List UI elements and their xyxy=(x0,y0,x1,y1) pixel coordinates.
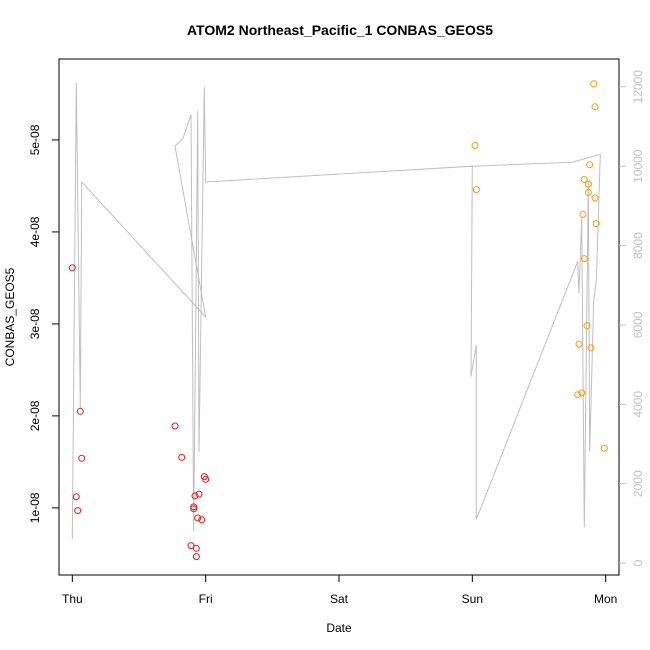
point-s0-9 xyxy=(190,505,198,513)
x-axis-label: Date xyxy=(326,621,352,635)
point-s1-11 xyxy=(586,161,594,169)
point-s1-8 xyxy=(583,322,591,330)
point-s1-3 xyxy=(575,340,583,348)
point-s0-6 xyxy=(178,453,186,461)
secondary-trace xyxy=(71,82,601,540)
point-s0-8 xyxy=(190,503,198,511)
point-s0-13 xyxy=(194,514,202,522)
point-s1-7 xyxy=(580,255,588,263)
point-s0-0 xyxy=(68,264,76,272)
point-s0-10 xyxy=(191,492,199,500)
y-tick-label-0: 1e-08 xyxy=(28,492,42,523)
y-tick-label-1: 2e-08 xyxy=(28,400,42,431)
point-s1-5 xyxy=(579,210,587,218)
point-s0-7 xyxy=(187,542,195,550)
x-tick-label-1: Fri xyxy=(199,592,213,606)
point-s0-5 xyxy=(171,422,179,430)
x-tick-label-2: Sat xyxy=(330,592,349,606)
y2-tick-label-3: 6000 xyxy=(631,311,645,338)
y-axis-left: 1e-08 2e-08 3e-08 4e-08 5e-08 xyxy=(28,124,59,523)
point-s0-17 xyxy=(202,475,210,483)
y2-tick-label-2: 4000 xyxy=(631,391,645,418)
plot-frame xyxy=(58,58,620,576)
point-s1-2 xyxy=(574,391,582,399)
y2-tick-label-5: 10000 xyxy=(631,149,645,183)
point-s0-2 xyxy=(74,507,82,515)
x-axis: Thu Fri Sat Sun Mon xyxy=(62,575,617,606)
data-points xyxy=(68,80,608,561)
point-s1-14 xyxy=(591,103,599,111)
y2-tick-label-1: 2000 xyxy=(631,470,645,497)
x-tick-label-0: Thu xyxy=(62,592,83,606)
point-s1-13 xyxy=(590,80,598,88)
point-s1-15 xyxy=(591,194,599,202)
chart-title: ATOM2 Northeast_Pacific_1 CONBAS_GEOS5 xyxy=(187,22,493,38)
point-s0-14 xyxy=(195,490,203,498)
y2-tick-label-4: 8000 xyxy=(631,232,645,259)
y-tick-label-2: 3e-08 xyxy=(28,308,42,339)
point-s0-12 xyxy=(192,544,200,552)
point-s0-1 xyxy=(72,493,80,501)
point-s1-4 xyxy=(578,389,586,397)
point-s0-15 xyxy=(198,516,206,524)
x-tick-label-3: Sun xyxy=(462,592,483,606)
point-s0-3 xyxy=(76,407,84,415)
point-s1-9 xyxy=(584,188,592,196)
y-tick-label-3: 4e-08 xyxy=(28,216,42,247)
secondary-trace-line xyxy=(71,82,601,540)
x-tick-label-4: Mon xyxy=(594,592,617,606)
point-s1-16 xyxy=(592,220,600,228)
point-s1-12 xyxy=(587,344,595,352)
point-s0-4 xyxy=(78,454,86,462)
point-s1-0 xyxy=(471,142,479,149)
y2-tick-label-6: 12000 xyxy=(631,70,645,104)
y-axis-label: CONBAS_GEOS5 xyxy=(3,267,17,366)
y2-tick-label-0: 0 xyxy=(631,559,645,566)
y-axis-right: 0 2000 4000 6000 8000 10000 12000 xyxy=(619,70,645,566)
point-s1-1 xyxy=(472,186,480,194)
point-s1-6 xyxy=(580,176,588,183)
point-s1-17 xyxy=(600,444,608,452)
y-tick-label-4: 5e-08 xyxy=(28,124,42,155)
point-s0-11 xyxy=(192,553,200,561)
point-s1-10 xyxy=(584,180,592,188)
